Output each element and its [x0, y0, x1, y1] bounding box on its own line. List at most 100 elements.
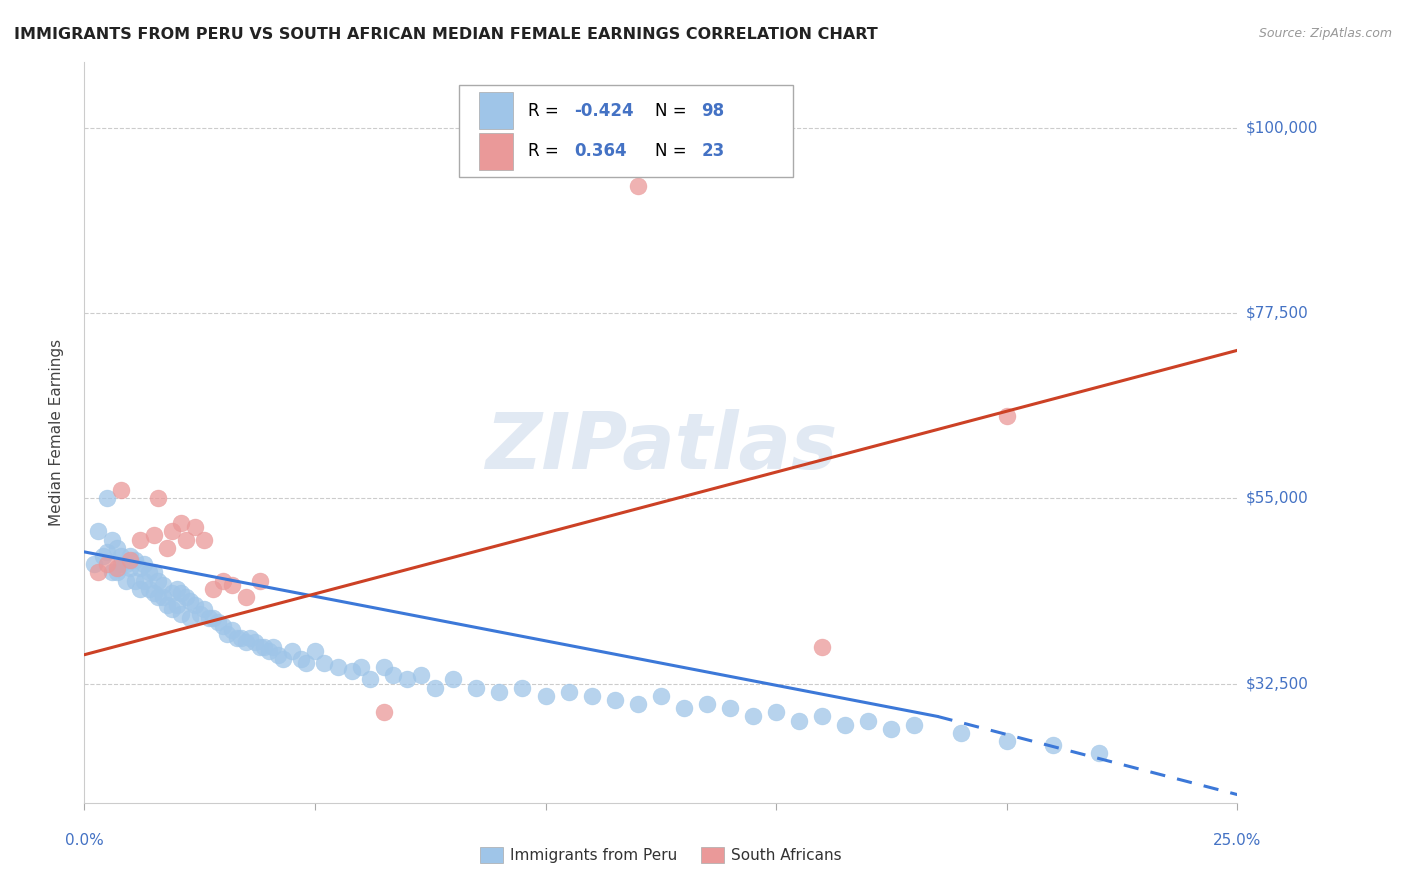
Point: [1088, 747, 1111, 761]
Point: [193, 602, 215, 616]
Point: [718, 701, 741, 715]
Point: [105, 561, 128, 575]
Text: N =: N =: [655, 102, 692, 120]
Point: [650, 689, 672, 703]
Point: [160, 586, 183, 600]
Point: [179, 594, 201, 608]
Point: [198, 611, 221, 625]
Point: [87, 566, 110, 580]
Point: [124, 574, 146, 588]
Point: [249, 640, 271, 654]
Point: [294, 656, 316, 670]
Point: [239, 632, 262, 646]
Point: [217, 627, 239, 641]
Point: [174, 533, 197, 547]
Point: [156, 541, 179, 555]
Point: [249, 574, 271, 588]
Point: [96, 545, 118, 559]
Point: [340, 664, 363, 678]
Point: [742, 709, 765, 723]
FancyBboxPatch shape: [478, 92, 513, 129]
Point: [115, 558, 138, 572]
Point: [138, 566, 160, 580]
Point: [534, 689, 557, 703]
Point: [271, 652, 294, 666]
Point: [160, 602, 183, 616]
Point: [235, 635, 257, 649]
Point: [221, 578, 243, 592]
FancyBboxPatch shape: [460, 85, 793, 178]
Point: [152, 578, 174, 592]
Point: [359, 673, 381, 687]
Point: [423, 681, 446, 695]
Point: [110, 549, 132, 563]
Point: [166, 599, 188, 613]
Point: [326, 660, 349, 674]
Text: 25.0%: 25.0%: [1213, 833, 1261, 848]
Text: 98: 98: [702, 102, 724, 120]
Text: -0.424: -0.424: [575, 102, 634, 120]
Point: [128, 561, 150, 575]
Text: IMMIGRANTS FROM PERU VS SOUTH AFRICAN MEDIAN FEMALE EARNINGS CORRELATION CHART: IMMIGRANTS FROM PERU VS SOUTH AFRICAN ME…: [14, 27, 877, 42]
Point: [120, 549, 142, 563]
Point: [409, 668, 432, 682]
Text: $55,000: $55,000: [1246, 491, 1309, 506]
Point: [557, 685, 579, 699]
Point: [627, 178, 650, 193]
Point: [207, 615, 229, 629]
Point: [1042, 738, 1064, 752]
Point: [903, 717, 925, 731]
Point: [225, 632, 247, 646]
Point: [221, 623, 243, 637]
Point: [949, 726, 972, 740]
Point: [101, 533, 124, 547]
Point: [811, 640, 834, 654]
Point: [188, 607, 211, 621]
Point: [267, 648, 290, 662]
Point: [581, 689, 603, 703]
Point: [87, 524, 110, 539]
Point: [146, 574, 169, 588]
Point: [603, 693, 626, 707]
Point: [166, 582, 188, 596]
Point: [170, 607, 193, 621]
Point: [858, 714, 880, 728]
Point: [110, 483, 132, 498]
Point: [257, 643, 280, 657]
Point: [160, 524, 183, 539]
Point: [128, 533, 150, 547]
Y-axis label: Median Female Earnings: Median Female Earnings: [49, 339, 63, 526]
Point: [146, 590, 169, 604]
Point: [211, 574, 233, 588]
Text: N =: N =: [655, 143, 692, 161]
Point: [235, 590, 257, 604]
Text: R =: R =: [529, 143, 569, 161]
Point: [304, 643, 326, 657]
Point: [465, 681, 488, 695]
Point: [128, 582, 150, 596]
Point: [120, 553, 142, 567]
Point: [96, 491, 118, 506]
Text: $32,500: $32,500: [1246, 676, 1309, 691]
Point: [373, 660, 395, 674]
Point: [880, 722, 903, 736]
Point: [170, 516, 193, 530]
Point: [193, 533, 215, 547]
Point: [787, 714, 810, 728]
Point: [231, 632, 253, 646]
Point: [120, 561, 142, 575]
Point: [281, 643, 304, 657]
Point: [262, 640, 284, 654]
Point: [156, 599, 179, 613]
Point: [134, 574, 156, 588]
Point: [512, 681, 534, 695]
Text: $77,500: $77,500: [1246, 306, 1309, 321]
Point: [146, 491, 169, 506]
Point: [184, 520, 207, 534]
Legend: Immigrants from Peru, South Africans: Immigrants from Peru, South Africans: [474, 841, 848, 869]
Text: 0.364: 0.364: [575, 143, 627, 161]
Point: [995, 734, 1018, 748]
Point: [96, 558, 118, 572]
Point: [314, 656, 336, 670]
Point: [105, 541, 128, 555]
